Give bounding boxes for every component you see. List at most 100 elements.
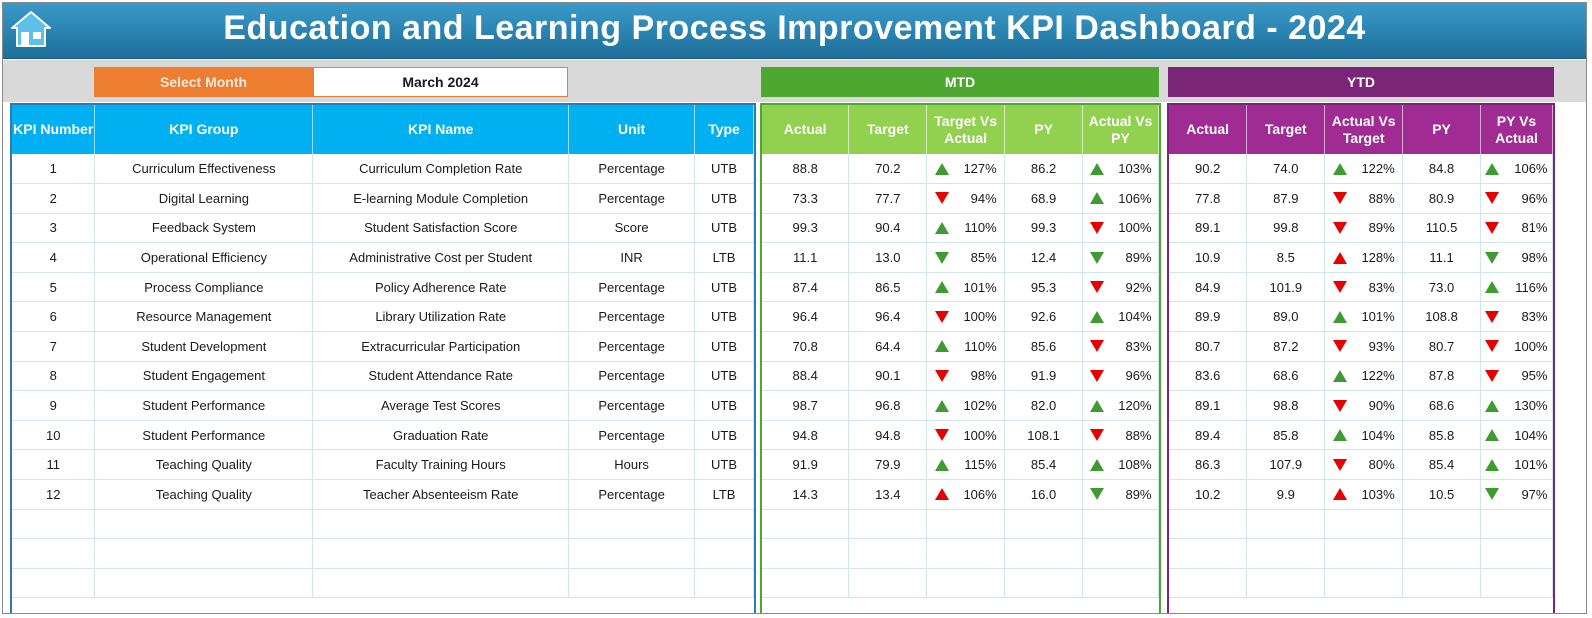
mtd-actual-vs-py: 89% xyxy=(1082,242,1159,273)
ytd-py-vs-actual: 97% xyxy=(1480,479,1553,510)
home-icon[interactable] xyxy=(9,9,53,49)
mtd-actual-vs-py-value: 92% xyxy=(1125,279,1152,295)
mtd-target-vs-actual-indicator: 115% xyxy=(927,457,1004,472)
ytd-row: 10.9 8.5 128% 11.1 98% xyxy=(1169,242,1553,273)
mtd-actual-vs-py-value: 120% xyxy=(1118,398,1152,414)
ytd-empty-cell xyxy=(1480,568,1553,599)
mtd-actual: 94.8 xyxy=(762,420,850,451)
mtd-target-vs-actual: 115% xyxy=(926,449,1006,481)
mtd-actual: 73.3 xyxy=(762,183,850,214)
arrow-down-red-icon xyxy=(1332,281,1347,294)
mtd-actual: 87.4 xyxy=(762,272,850,303)
arrow-down-red-icon xyxy=(1089,281,1104,294)
kpi-type: LTB xyxy=(694,242,754,273)
arrow-up-green-icon xyxy=(1089,310,1104,323)
ytd-empty-cell xyxy=(1169,538,1248,569)
mtd-actual-vs-py-value: 106% xyxy=(1118,190,1152,206)
mtd-row: 99.3 90.4 110% 99.3 100% xyxy=(762,213,1159,244)
ytd-py-vs-actual-value: 116% xyxy=(1515,279,1548,295)
ytd-empty-cell xyxy=(1169,568,1248,599)
ytd-actual-vs-target-indicator: 104% xyxy=(1325,428,1402,443)
mtd-empty-cell xyxy=(848,538,928,569)
kpi-unit: Hours xyxy=(568,449,696,481)
kpi-number: 6 xyxy=(12,301,96,333)
ytd-actual-vs-target-value: 104% xyxy=(1361,427,1395,443)
kpi-type: UTB xyxy=(694,301,754,333)
kpi-row: 2 Digital Learning E-learning Module Compl… xyxy=(12,183,754,214)
arrow-down-green-icon xyxy=(1089,488,1104,501)
ytd-actual-vs-target-value: 83% xyxy=(1368,279,1395,295)
kpi-empty-cell xyxy=(568,538,696,569)
mtd-actual-vs-py-indicator: 120% xyxy=(1083,398,1158,413)
kpi-empty-cell xyxy=(94,538,314,569)
kpi-name: E-learning Module Completion xyxy=(312,183,570,214)
ytd-empty-cell xyxy=(1324,538,1404,569)
arrow-up-green-icon xyxy=(1485,458,1500,471)
ytd-table: Actual Target Actual Vs Target PY PY Vs … xyxy=(1169,105,1553,599)
kpi-number: 3 xyxy=(12,213,96,244)
kpi-group: Student Development xyxy=(94,331,314,362)
mtd-actual-vs-py-value: 104% xyxy=(1118,309,1152,325)
ytd-py-vs-actual-indicator: 98% xyxy=(1481,250,1552,265)
ytd-py-vs-actual-value: 97% xyxy=(1521,486,1548,502)
ytd-actual-vs-target-indicator: 93% xyxy=(1325,339,1402,354)
ytd-py-vs-actual: 101% xyxy=(1480,449,1553,481)
kpi-empty-cell xyxy=(694,568,754,599)
ytd-actual-vs-target: 104% xyxy=(1324,420,1404,451)
kpi-empty-cell xyxy=(568,509,696,540)
arrow-up-green-icon xyxy=(1089,162,1104,175)
kpi-unit: Percentage xyxy=(568,331,696,362)
arrow-down-red-icon xyxy=(1089,369,1104,382)
mtd-target-vs-actual: 110% xyxy=(926,331,1006,362)
mtd-py: 99.3 xyxy=(1004,213,1083,244)
ytd-py-vs-actual-indicator: 83% xyxy=(1481,309,1552,324)
kpi-name: Student Satisfaction Score xyxy=(312,213,570,244)
mtd-actual: 14.3 xyxy=(762,479,850,510)
kpi-type: UTB xyxy=(694,390,754,421)
mtd-target-vs-actual: 94% xyxy=(926,183,1006,214)
mtd-target: 96.4 xyxy=(848,301,928,333)
mtd-actual-vs-py: 96% xyxy=(1082,361,1159,392)
month-selector[interactable]: March 2024 xyxy=(313,67,568,97)
col-mtd-actual: Actual xyxy=(762,105,850,154)
ytd-actual-vs-target-indicator: 103% xyxy=(1325,487,1402,502)
ytd-actual: 10.2 xyxy=(1169,479,1248,510)
mtd-target-vs-actual-indicator: 110% xyxy=(927,339,1004,354)
ytd-actual-vs-target: 103% xyxy=(1324,479,1404,510)
mtd-target-vs-actual-indicator: 100% xyxy=(927,309,1004,324)
ytd-actual-vs-target-value: 122% xyxy=(1361,161,1395,177)
mtd-target-vs-actual: 100% xyxy=(926,301,1006,333)
ytd-actual-vs-target-indicator: 80% xyxy=(1325,457,1402,472)
ytd-py-vs-actual-indicator: 104% xyxy=(1481,428,1552,443)
ytd-py: 11.1 xyxy=(1402,242,1481,273)
ytd-actual-vs-target: 101% xyxy=(1324,301,1404,333)
ytd-py-vs-actual: 100% xyxy=(1480,331,1553,362)
arrow-up-green-icon xyxy=(934,221,949,234)
ytd-actual-vs-target-indicator: 90% xyxy=(1325,398,1402,413)
kpi-type: UTB xyxy=(694,449,754,481)
mtd-target-vs-actual-value: 98% xyxy=(970,368,997,384)
arrow-up-green-icon xyxy=(934,281,949,294)
ytd-actual-vs-target-value: 93% xyxy=(1368,338,1395,354)
mtd-empty-cell xyxy=(1004,538,1083,569)
ytd-actual-vs-target-value: 88% xyxy=(1368,190,1395,206)
mtd-target-vs-actual: 106% xyxy=(926,479,1006,510)
ytd-empty-cell xyxy=(1246,568,1326,599)
mtd-target-vs-actual: 100% xyxy=(926,420,1006,451)
mtd-actual: 91.9 xyxy=(762,449,850,481)
ytd-actual-vs-target-value: 101% xyxy=(1361,309,1395,325)
ytd-actual: 90.2 xyxy=(1169,154,1248,185)
kpi-empty-cell xyxy=(312,568,570,599)
mtd-empty-cell xyxy=(926,509,1006,540)
mtd-target-vs-actual: 127% xyxy=(926,154,1006,185)
ytd-actual-vs-target: 80% xyxy=(1324,449,1404,481)
ytd-actual-vs-target-value: 89% xyxy=(1368,220,1395,236)
mtd-target: 90.4 xyxy=(848,213,928,244)
mtd-actual: 11.1 xyxy=(762,242,850,273)
arrow-down-red-icon xyxy=(934,192,949,205)
kpi-header-row: KPI Number KPI Group KPI Name Unit Type xyxy=(12,105,754,154)
mtd-actual: 98.7 xyxy=(762,390,850,421)
arrow-up-green-icon xyxy=(1485,162,1500,175)
ytd-empty-cell xyxy=(1246,509,1326,540)
mtd-actual: 96.4 xyxy=(762,301,850,333)
